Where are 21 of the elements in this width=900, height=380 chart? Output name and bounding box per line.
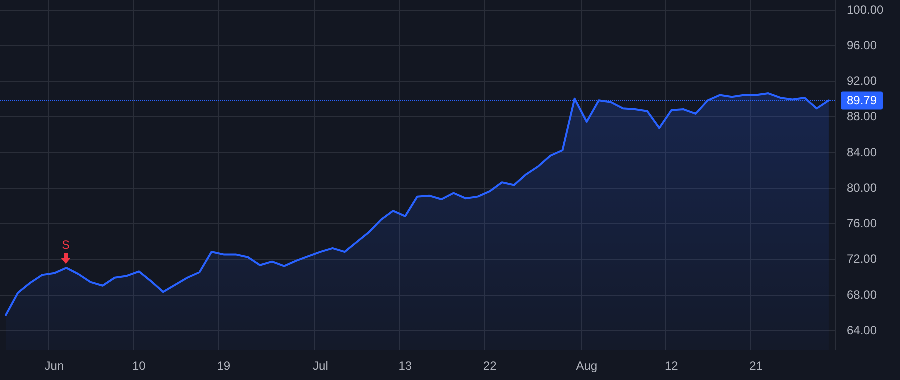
x-tick-label: 10 [132, 359, 146, 373]
ref-line-label: 89.79 [847, 94, 878, 108]
x-tick-label: Jul [313, 359, 328, 373]
y-tick-label: 64.00 [847, 323, 878, 338]
y-tick-label: 96.00 [847, 38, 878, 52]
y-tick-label: 92.00 [847, 74, 878, 88]
y-tick-label: 68.00 [847, 288, 878, 302]
y-tick-label: 100.00 [847, 2, 884, 17]
x-tick-label: 12 [664, 359, 679, 373]
y-tick-label: 80.00 [847, 180, 878, 195]
annotation: S [60, 238, 71, 252]
x-tick-label: 13 [398, 359, 412, 373]
y-tick-label: 84.00 [847, 145, 878, 160]
x-tick-label: 19 [217, 359, 231, 373]
x-tick-label: Aug [576, 359, 598, 373]
x-tick-label: 22 [483, 359, 498, 373]
y-tick-label: 76.00 [847, 216, 878, 231]
y-tick-label: 88.00 [847, 110, 878, 124]
x-tick-label: 21 [750, 359, 764, 373]
y-tick-label: 72.00 [847, 252, 878, 266]
x-tick-label: Jun [44, 359, 64, 373]
